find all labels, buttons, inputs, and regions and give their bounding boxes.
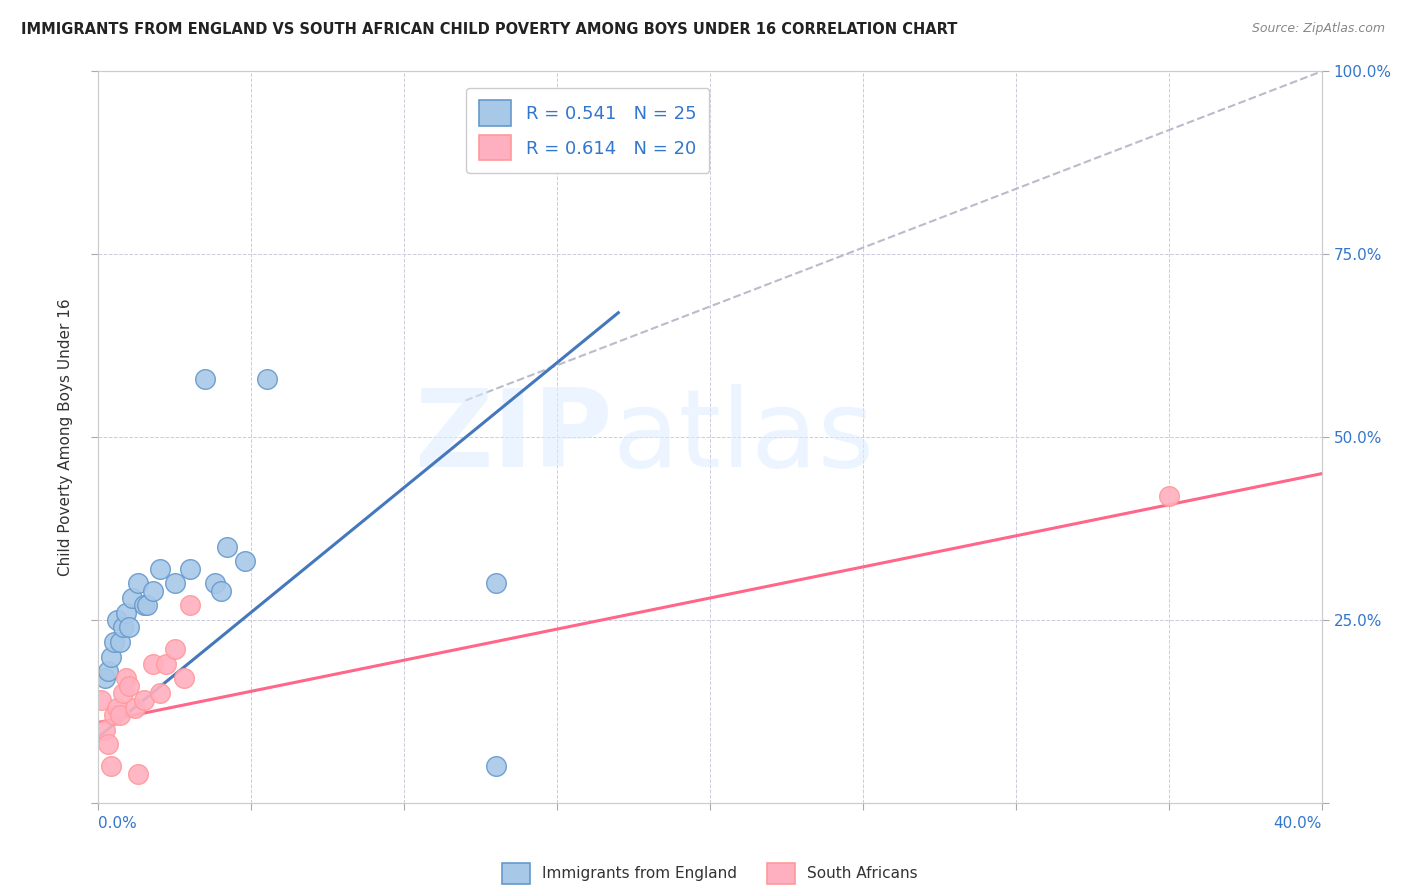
Point <box>127 766 149 780</box>
Point <box>256 371 278 385</box>
Point <box>485 576 508 591</box>
Point <box>179 599 201 613</box>
Point <box>155 657 177 671</box>
Y-axis label: Child Poverty Among Boys Under 16: Child Poverty Among Boys Under 16 <box>58 298 73 576</box>
Point <box>115 606 138 620</box>
Point <box>215 540 238 554</box>
Point <box>127 576 149 591</box>
Point <box>108 708 131 723</box>
Point <box>204 576 226 591</box>
Text: IMMIGRANTS FROM ENGLAND VS SOUTH AFRICAN CHILD POVERTY AMONG BOYS UNDER 16 CORRE: IMMIGRANTS FROM ENGLAND VS SOUTH AFRICAN… <box>21 22 957 37</box>
Point <box>121 591 143 605</box>
Point <box>103 635 125 649</box>
Point <box>1157 489 1180 503</box>
Point <box>100 759 122 773</box>
Point <box>115 672 138 686</box>
Point <box>142 657 165 671</box>
Point <box>118 679 141 693</box>
Point <box>194 371 217 385</box>
Point <box>134 599 156 613</box>
Text: 0.0%: 0.0% <box>98 816 138 831</box>
Point <box>97 664 120 678</box>
Point <box>103 708 125 723</box>
Point <box>209 583 232 598</box>
Point <box>136 599 159 613</box>
Text: Source: ZipAtlas.com: Source: ZipAtlas.com <box>1251 22 1385 36</box>
Legend: Immigrants from England, South Africans: Immigrants from England, South Africans <box>496 856 924 890</box>
Text: ZIP: ZIP <box>413 384 612 490</box>
Point <box>93 723 115 737</box>
Point <box>111 686 134 700</box>
Point <box>111 620 134 634</box>
Point <box>124 700 146 714</box>
Point <box>142 583 165 598</box>
Point <box>163 576 186 591</box>
Point <box>97 737 120 751</box>
Point <box>105 613 128 627</box>
Point <box>105 700 128 714</box>
Point <box>118 620 141 634</box>
Point <box>93 672 115 686</box>
Text: 40.0%: 40.0% <box>1274 816 1322 831</box>
Point <box>173 672 195 686</box>
Text: atlas: atlas <box>612 384 875 490</box>
Point <box>100 649 122 664</box>
Point <box>149 686 172 700</box>
Point <box>108 635 131 649</box>
Point <box>149 562 172 576</box>
Point <box>233 554 256 568</box>
Point <box>90 693 112 707</box>
Point <box>163 642 186 657</box>
Point <box>179 562 201 576</box>
Point <box>485 759 508 773</box>
Point <box>134 693 156 707</box>
